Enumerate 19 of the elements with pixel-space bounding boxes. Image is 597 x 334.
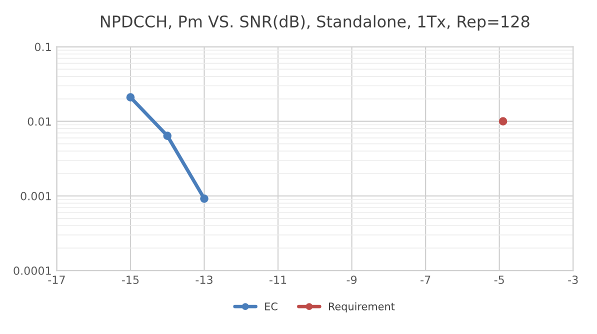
x-tick-label: -5: [494, 276, 504, 284]
x-tick-label: -3: [568, 276, 578, 284]
point: [498, 117, 508, 126]
x-tick-label: -17: [48, 276, 65, 284]
y-tick-label: 0.001: [20, 192, 51, 200]
chart-title: NPDCCH, Pm VS. SNR(dB), Standalone, 1Tx, Rep=128: [100, 15, 530, 31]
x-tick-label: -11: [270, 276, 286, 284]
y-tick-label: 0.01: [28, 117, 51, 126]
point: [126, 93, 135, 102]
legend-label: EC: [265, 302, 278, 310]
point: [200, 194, 208, 203]
point: [163, 132, 172, 140]
x-tick-label: -9: [346, 276, 357, 284]
x-tick-label: -15: [122, 276, 139, 284]
x-tick-label: -13: [196, 276, 212, 284]
x-tick-label: -7: [420, 276, 430, 284]
y-tick-label: 0.1: [34, 42, 51, 52]
y-tick-label: 0.0001: [14, 266, 51, 275]
legend-label: Requirement: [328, 302, 395, 312]
